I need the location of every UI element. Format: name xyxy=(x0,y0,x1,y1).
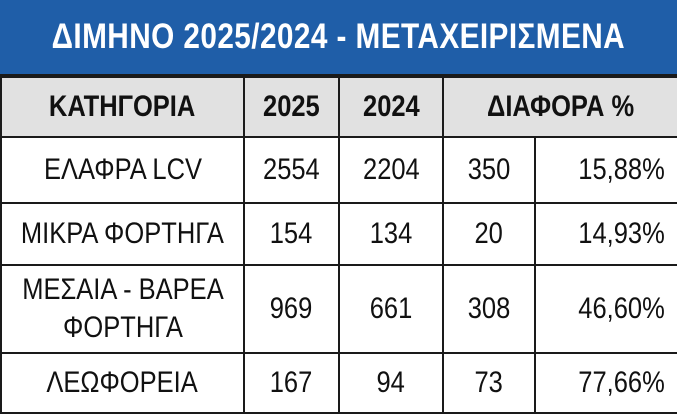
row-2024: 134 xyxy=(338,202,444,266)
row-percent: 77,66% xyxy=(534,352,677,414)
header-2024: 2024 xyxy=(338,76,444,138)
header-difference: ΔΙΑΦΟΡΑ % xyxy=(442,76,677,138)
data-table: ΚΑΤΗΓΟΡΙΑ 2025 2024 ΔΙΑΦΟΡΑ % ΕΛΑΦΡΑ LCV… xyxy=(0,76,677,414)
row-difference: 20 xyxy=(442,202,536,266)
row-2025: 167 xyxy=(243,352,340,414)
row-percent: 15,88% xyxy=(534,136,677,204)
header-row: ΚΑΤΗΓΟΡΙΑ 2025 2024 ΔΙΑΦΟΡΑ % xyxy=(0,76,677,138)
table-row: ΕΛΑΦΡΑ LCV 2554 2204 350 15,88% xyxy=(0,136,677,204)
header-2025: 2025 xyxy=(243,76,340,138)
table-title: ΔΙΜΗΝΟ 2025/2024 - ΜΕΤΑΧΕΙΡΙΣΜΕΝΑ xyxy=(51,17,626,56)
row-2025: 969 xyxy=(243,264,340,354)
row-percent: 46,60% xyxy=(534,264,677,354)
row-2024: 2204 xyxy=(338,136,444,204)
row-2025: 154 xyxy=(243,202,340,266)
row-category: ΜΙΚΡΑ ΦΟΡΤΗΓΑ xyxy=(0,202,245,266)
row-2025: 2554 xyxy=(243,136,340,204)
row-category: ΜΕΣΑΙΑ - ΒΑΡΕΑ ΦΟΡΤΗΓΑ xyxy=(0,264,245,354)
row-difference: 308 xyxy=(442,264,536,354)
row-difference: 350 xyxy=(442,136,536,204)
row-2024: 661 xyxy=(338,264,444,354)
table-row: ΛΕΩΦΟΡΕΙΑ 167 94 73 77,66% xyxy=(0,352,677,414)
row-difference: 73 xyxy=(442,352,536,414)
table-row: ΜΙΚΡΑ ΦΟΡΤΗΓΑ 154 134 20 14,93% xyxy=(0,202,677,266)
row-category: ΛΕΩΦΟΡΕΙΑ xyxy=(0,352,245,414)
row-2024: 94 xyxy=(338,352,444,414)
table-row: ΜΕΣΑΙΑ - ΒΑΡΕΑ ΦΟΡΤΗΓΑ 969 661 308 46,60… xyxy=(0,264,677,354)
row-category: ΕΛΑΦΡΑ LCV xyxy=(0,136,245,204)
title-bar: ΔΙΜΗΝΟ 2025/2024 - ΜΕΤΑΧΕΙΡΙΣΜΕΝΑ xyxy=(0,0,677,76)
header-category: ΚΑΤΗΓΟΡΙΑ xyxy=(0,76,245,138)
row-percent: 14,93% xyxy=(534,202,677,266)
